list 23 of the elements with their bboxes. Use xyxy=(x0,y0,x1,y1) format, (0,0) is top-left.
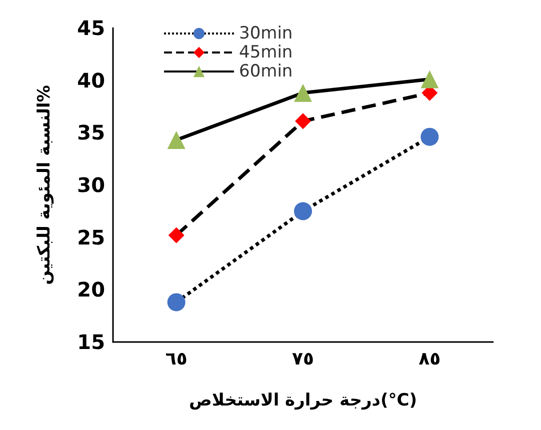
x-axis-title: درجة حرارة الاستخلاص(°C) xyxy=(188,390,418,410)
y-tick-label: 35 xyxy=(77,120,105,145)
point xyxy=(168,227,184,244)
y-tick-label: 25 xyxy=(77,225,105,250)
y-axis-title: النسبة المئوية للبكتين% xyxy=(34,85,54,285)
y-tick-label: 40 xyxy=(77,68,105,92)
y-tick-label: 15 xyxy=(77,330,105,354)
x-tick-label: ٨٥ xyxy=(418,348,441,370)
point xyxy=(420,128,439,146)
point xyxy=(294,202,312,220)
x-tick-label: ٦٥ xyxy=(165,348,188,370)
point xyxy=(167,130,186,149)
y-tick-label: 30 xyxy=(77,173,105,197)
point xyxy=(295,113,311,130)
x-tick-label: ٧٥ xyxy=(292,348,314,370)
y-tick-label: 20 xyxy=(77,278,105,302)
point xyxy=(167,293,186,312)
legend-label: 45min xyxy=(239,42,293,62)
point xyxy=(420,70,439,88)
legend-label: 30min xyxy=(239,24,293,44)
legend-label: 60min xyxy=(239,62,293,82)
y-tick-label: 45 xyxy=(77,16,105,40)
point xyxy=(294,84,312,102)
